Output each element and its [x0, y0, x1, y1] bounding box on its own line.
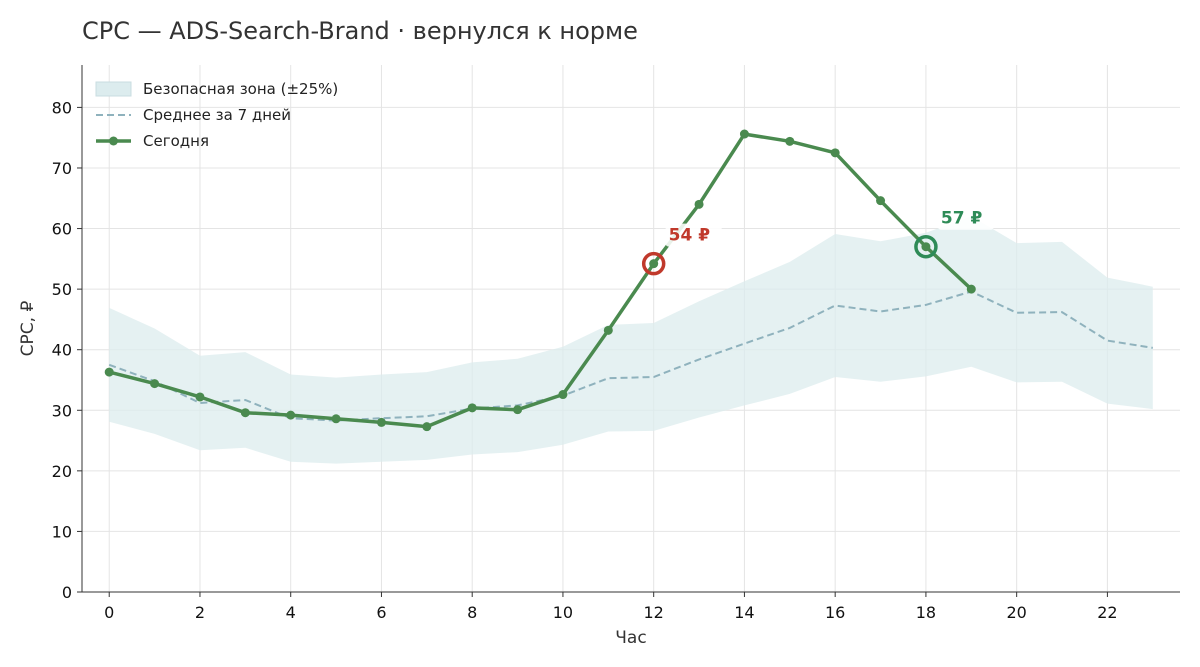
y-tick-label: 80	[52, 98, 72, 117]
legend-label: Безопасная зона (±25%)	[143, 80, 338, 98]
annotations: 54 ₽ 57 ₽	[641, 206, 994, 276]
legend-label: Сегодня	[143, 132, 209, 150]
today-point	[830, 148, 840, 158]
today-point	[513, 405, 523, 415]
today-point	[422, 422, 432, 432]
legend-label: Среднее за 7 дней	[143, 106, 291, 124]
today-point	[467, 403, 477, 413]
today-point	[286, 410, 296, 420]
y-tick-label: 50	[52, 280, 72, 299]
recovery-label-background	[937, 206, 994, 230]
alert-value-label: 54 ₽	[669, 226, 711, 246]
legend-swatch-marker	[109, 136, 118, 146]
today-point	[876, 196, 886, 206]
x-tick-label: 14	[734, 603, 754, 622]
chart-title: CPC — ADS-Search-Brand · вернулся к норм…	[82, 17, 638, 45]
y-tick-label: 10	[52, 522, 72, 541]
legend-swatch-band	[95, 81, 132, 97]
today-point	[150, 379, 160, 389]
today-point	[785, 136, 795, 146]
today-point	[195, 392, 205, 402]
recovery-value-label: 57 ₽	[941, 209, 983, 229]
today-series	[104, 129, 976, 432]
x-tick-label: 10	[553, 603, 573, 622]
today-point	[603, 325, 613, 335]
average-7d-line	[108, 290, 1153, 422]
recovery-marker-ring	[914, 234, 938, 259]
x-tick-label: 18	[916, 603, 936, 622]
x-tick-label: 8	[467, 603, 477, 622]
x-tick-label: 0	[104, 603, 114, 622]
axes: 0 2 4 6 8 10 12 14 16 18 20 22 0 10 20 30 40 50 60 70 80	[52, 65, 1180, 622]
x-axis-label: Час	[615, 628, 646, 648]
y-tick-label: 40	[52, 341, 72, 360]
today-point	[921, 242, 931, 252]
today-point	[739, 129, 749, 139]
x-tick-label: 20	[1006, 603, 1026, 622]
y-tick-label: 20	[52, 462, 72, 481]
y-tick-label: 60	[52, 220, 72, 239]
today-line	[108, 132, 973, 429]
x-tick-label: 6	[376, 603, 386, 622]
x-tick-label: 22	[1097, 603, 1117, 622]
today-point	[649, 259, 659, 269]
average-7d-series	[108, 290, 1153, 422]
x-tick-label: 16	[825, 603, 845, 622]
today-point	[104, 367, 114, 377]
y-tick-label: 30	[52, 401, 72, 420]
x-tick-label: 12	[644, 603, 664, 622]
today-point	[966, 284, 976, 294]
legend: Безопасная зона (±25%) Среднее за 7 дней С…	[95, 80, 338, 150]
today-point	[694, 199, 704, 209]
y-axis-label: CPC, ₽	[18, 301, 38, 357]
x-tick-label: 4	[286, 603, 296, 622]
today-point	[331, 414, 341, 424]
safe-zone-area	[109, 216, 1153, 464]
alert-marker-ring	[641, 251, 666, 276]
safe-zone-band	[109, 216, 1153, 464]
today-point	[240, 408, 250, 418]
alert-label-background	[665, 223, 722, 247]
x-tick-label: 2	[195, 603, 205, 622]
today-point	[558, 390, 568, 400]
today-point	[376, 417, 386, 427]
y-tick-label: 70	[52, 159, 72, 178]
y-tick-label: 0	[62, 583, 72, 602]
